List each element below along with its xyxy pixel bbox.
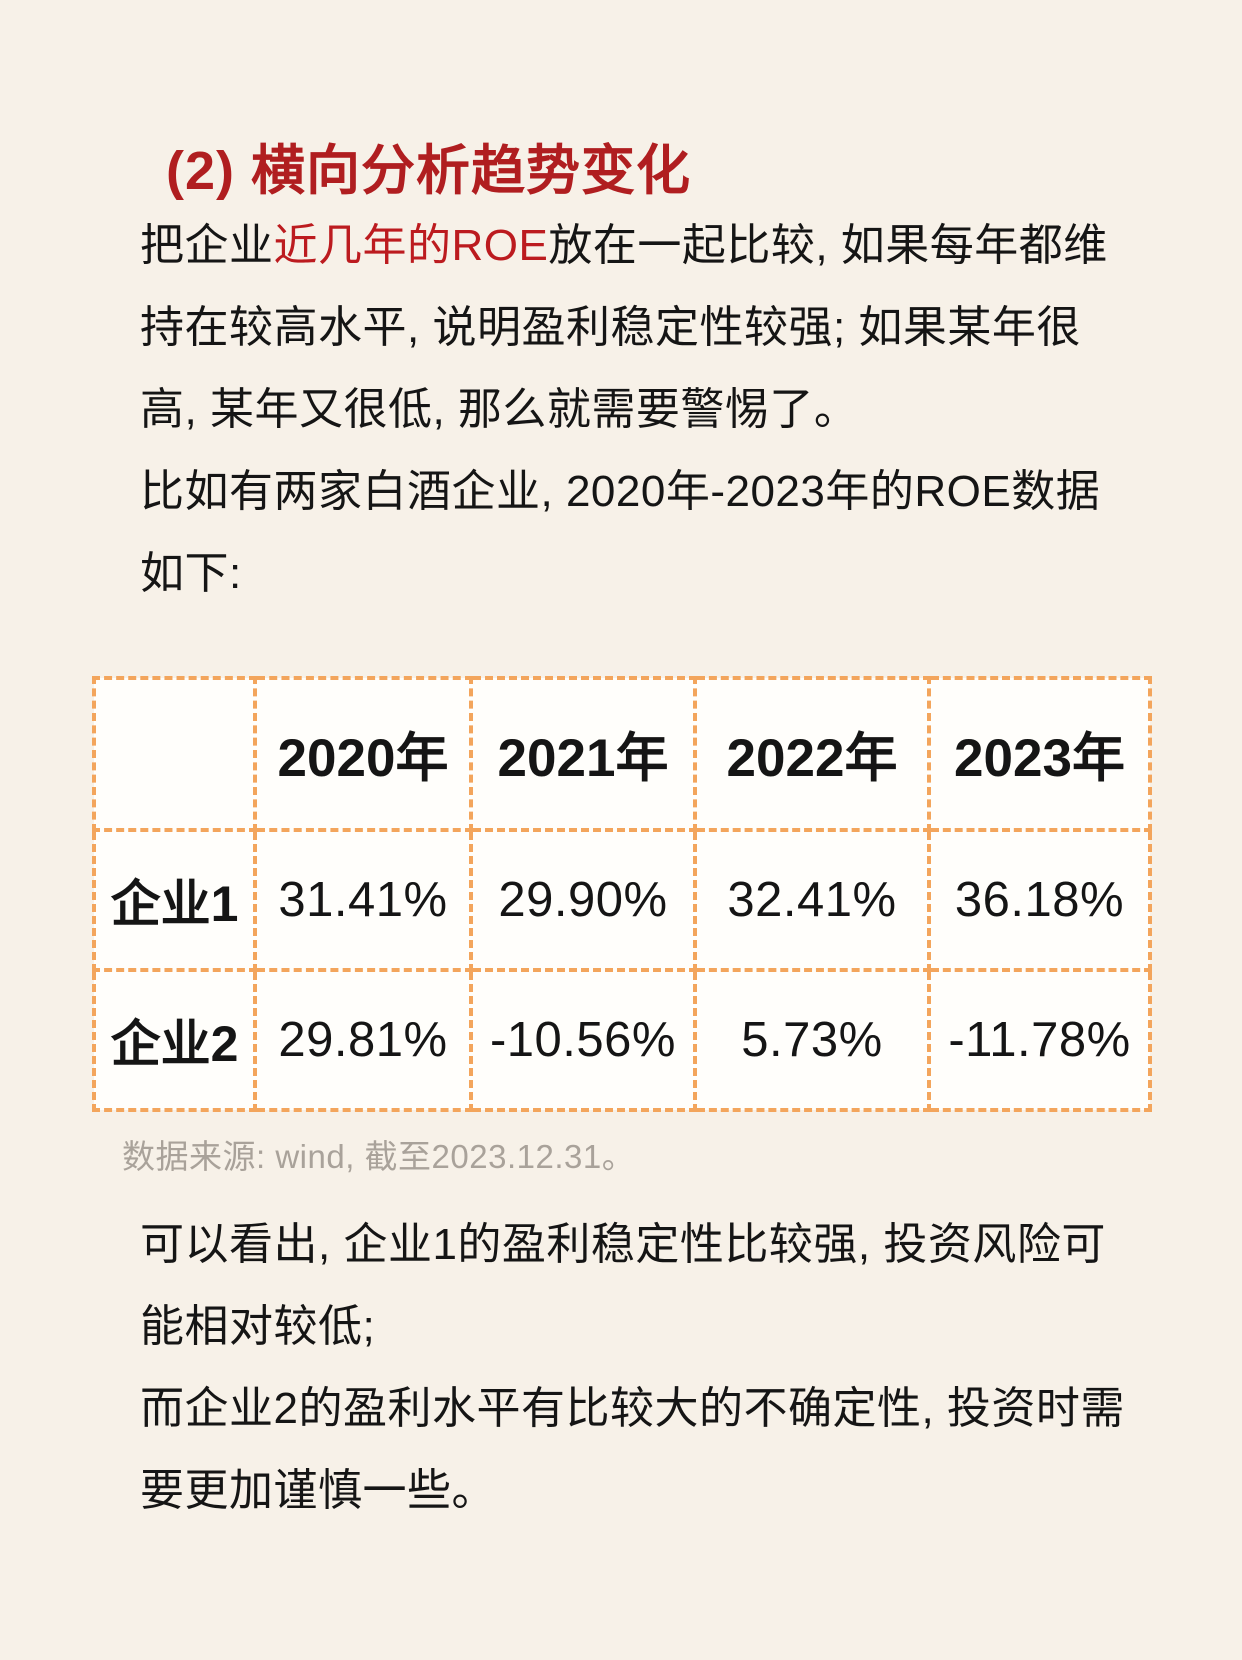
- roe-value-cell: 5.73%: [693, 968, 931, 1112]
- roe-value-cell: 29.90%: [469, 828, 697, 972]
- conclusion-paragraph-1: 可以看出, 企业1的盈利稳定性比较强, 投资风险可能相对较低;: [140, 1220, 1106, 1351]
- roe-highlight: 近几年的ROE: [273, 221, 549, 270]
- data-source-note: 数据来源: wind, 截至2023.12.31。: [122, 1138, 636, 1175]
- intro-text-block: 把企业近几年的ROE放在一起比较, 如果每年都维持在较高水平, 说明盈利稳定性较…: [140, 205, 1132, 615]
- company-row: 企业1 31.41% 29.90% 32.41% 36.18%: [92, 828, 1152, 972]
- company-row: 企业2 29.81% -10.56% 5.73% -11.78%: [92, 968, 1152, 1112]
- company-label-cell: 企业1: [92, 828, 257, 972]
- corner-cell: [92, 676, 257, 832]
- year-header-cell: 2020年: [253, 676, 473, 832]
- roe-value-cell: 36.18%: [927, 828, 1152, 972]
- roe-table: 2020年 2021年 2022年 2023年 企业1 31.41% 29.90…: [92, 676, 1152, 1112]
- table-header-row: 2020年 2021年 2022年 2023年: [92, 676, 1152, 832]
- roe-value-cell: 29.81%: [253, 968, 473, 1112]
- roe-value-cell: 32.41%: [693, 828, 931, 972]
- intro-paragraph: 把企业近几年的ROE放在一起比较, 如果每年都维持在较高水平, 说明盈利稳定性较…: [140, 205, 1132, 451]
- roe-value-cell: 31.41%: [253, 828, 473, 972]
- roe-value-cell: -11.78%: [927, 968, 1152, 1112]
- year-header-cell: 2021年: [469, 676, 697, 832]
- example-paragraph: 比如有两家白酒企业, 2020年-2023年的ROE数据如下:: [140, 467, 1101, 598]
- conclusion-paragraph-2: 而企业2的盈利水平有比较大的不确定性, 投资时需要更加谨慎一些。: [140, 1384, 1125, 1515]
- section-heading: (2) 横向分析趋势变化: [166, 141, 691, 201]
- intro-paragraph-prefix: 把企业: [140, 221, 274, 270]
- roe-value-cell: -10.56%: [469, 968, 697, 1112]
- company-label-cell: 企业2: [92, 968, 257, 1112]
- intro-paragraph-rest: 放在一起比较, 如果每年都维持在较高水平, 说明盈利稳定性较强; 如果某年很高,…: [140, 221, 1108, 434]
- conclusion-text-block: 可以看出, 企业1的盈利稳定性比较强, 投资风险可能相对较低; 而企业2的盈利水…: [140, 1204, 1132, 1532]
- year-header-cell: 2022年: [693, 676, 931, 832]
- year-header-cell: 2023年: [927, 676, 1152, 832]
